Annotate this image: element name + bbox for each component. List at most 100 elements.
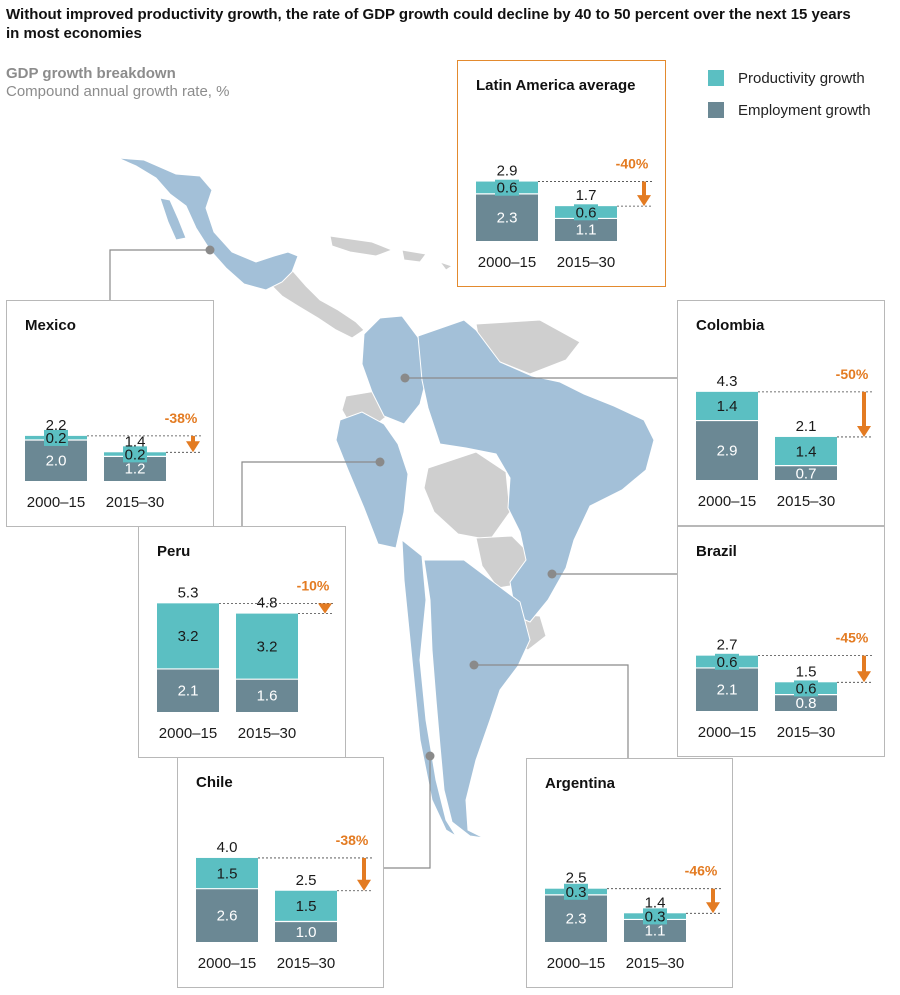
decline-label: -38% [165,410,198,426]
bar-employment [25,440,87,481]
bar-employment [157,668,219,712]
legend-label-productivity: Productivity growth [738,69,865,87]
panel-chile: Chile 2.6 1.5 4.0 2000–15 1.0 1.5 2.5 2015–30 -3… [177,757,384,988]
bar-employment [696,420,758,480]
panel-brazil: Brazil 2.1 0.6 2.7 2000–15 0.8 0.6 1.5 2015–30-… [677,526,885,757]
total-label: 2.1 [796,418,817,435]
data-label-productivity: 3.2 [257,638,278,655]
data-label-productivity: 1.4 [717,398,738,415]
data-label-box [643,908,667,925]
decline-label: -50% [836,366,869,382]
panel-latin-america-average: Latin America average 2.3 0.6 2.9 2000–15 1.… [457,60,666,287]
bar-employment [545,894,607,942]
chart-colombia: 2.9 1.4 4.3 2000–15 0.7 1.4 2.1 2015–30 -50% [696,366,873,510]
decline-label: -46% [685,863,718,879]
total-label: 1.4 [645,894,666,911]
bar-productivity [236,613,298,680]
data-label-employment: 0.8 [796,695,817,712]
total-label: 1.5 [796,663,817,680]
decline-label: -45% [836,630,869,646]
chart-title: Without improved productivity growth, th… [6,6,851,42]
bar-employment [775,465,837,480]
bar-productivity [196,857,258,889]
panel-title-argentina: Argentina [545,775,616,792]
data-label-productivity: 0.6 [576,204,597,221]
data-label-employment: 1.6 [257,688,278,705]
decline-arrow-head [857,671,871,683]
data-label-box [794,680,818,697]
panel-mexico: Mexico 2.0 0.2 2.2 2000–15 1.2 0.2 1.4 2015–30-… [6,300,214,527]
data-label-productivity: 1.5 [217,865,238,882]
data-label-employment: 2.1 [178,682,199,699]
legend: Productivity growth Employment growth [708,62,871,126]
bar-employment [775,694,837,711]
data-label-employment: 2.6 [217,907,238,924]
x-tick-label: 2000–15 [478,254,536,271]
data-label-employment: 2.9 [717,442,738,459]
decline-arrow-head [857,425,871,437]
bar-employment [196,888,258,942]
legend-item-employment: Employment growth [708,94,871,126]
decline-arrow-head [357,879,371,891]
data-label-box [123,446,147,463]
bar-employment [624,919,686,942]
data-label-employment: 2.3 [566,910,587,927]
bar-productivity [696,391,758,421]
total-label: 1.7 [576,187,597,204]
data-label-employment: 1.1 [576,222,597,239]
x-tick-label: 2000–15 [27,494,85,511]
decline-label: -38% [336,832,369,848]
data-label-productivity: 0.2 [125,446,146,463]
total-label: 5.3 [178,584,199,601]
decline-arrow-head [318,603,332,614]
panel-title-peru: Peru [157,543,191,560]
data-label-employment: 2.3 [497,209,518,226]
data-label-employment: 1.2 [125,461,146,478]
x-tick-label: 2015–30 [557,254,615,271]
x-tick-label: 2000–15 [198,955,256,972]
data-label-employment: 1.0 [296,924,317,941]
data-label-box [564,883,588,900]
panel-peru: Peru 2.1 3.2 5.3 2000–15 1.6 3.2 4.8 2015–30 -10… [138,526,346,758]
data-label-productivity: 3.2 [178,628,199,645]
data-label-productivity: 1.5 [296,898,317,915]
decline-label: -10% [297,577,330,593]
x-tick-label: 2000–15 [698,493,756,510]
bar-employment [555,218,617,241]
data-label-box [574,204,598,221]
data-label-employment: 0.7 [796,466,817,483]
bar-employment [696,667,758,711]
bar-employment [476,193,538,241]
total-label: 4.0 [217,839,238,856]
x-tick-label: 2000–15 [159,725,217,742]
bar-productivity [775,436,837,466]
panel-title-colombia: Colombia [696,317,765,334]
decline-arrow-head [637,195,651,207]
map-location-dots [205,245,557,761]
data-label-productivity: 0.6 [497,180,518,197]
panel-title-brazil: Brazil [696,543,737,560]
x-tick-label: 2015–30 [777,493,835,510]
data-label-employment: 1.1 [645,923,666,940]
panel-colombia: Colombia 2.9 1.4 4.3 2000–15 0.7 1.4 2.1 2015–3… [677,300,885,526]
leader-lines [109,249,678,869]
data-label-productivity: 0.3 [566,884,587,901]
bar-productivity [157,603,219,669]
data-label-employment: 2.0 [46,453,67,470]
x-tick-label: 2015–30 [238,725,296,742]
legend-swatch-productivity [708,70,724,86]
panel-title-latin-america-average: Latin America average [476,77,636,94]
data-label-employment: 2.1 [717,681,738,698]
total-label: 2.5 [566,870,587,887]
total-label: 2.5 [296,872,317,889]
total-label: 4.3 [717,373,738,390]
bar-employment [236,679,298,712]
x-tick-label: 2000–15 [547,955,605,972]
map-highlighted-countries [117,157,655,839]
data-label-productivity: 1.4 [796,443,817,460]
